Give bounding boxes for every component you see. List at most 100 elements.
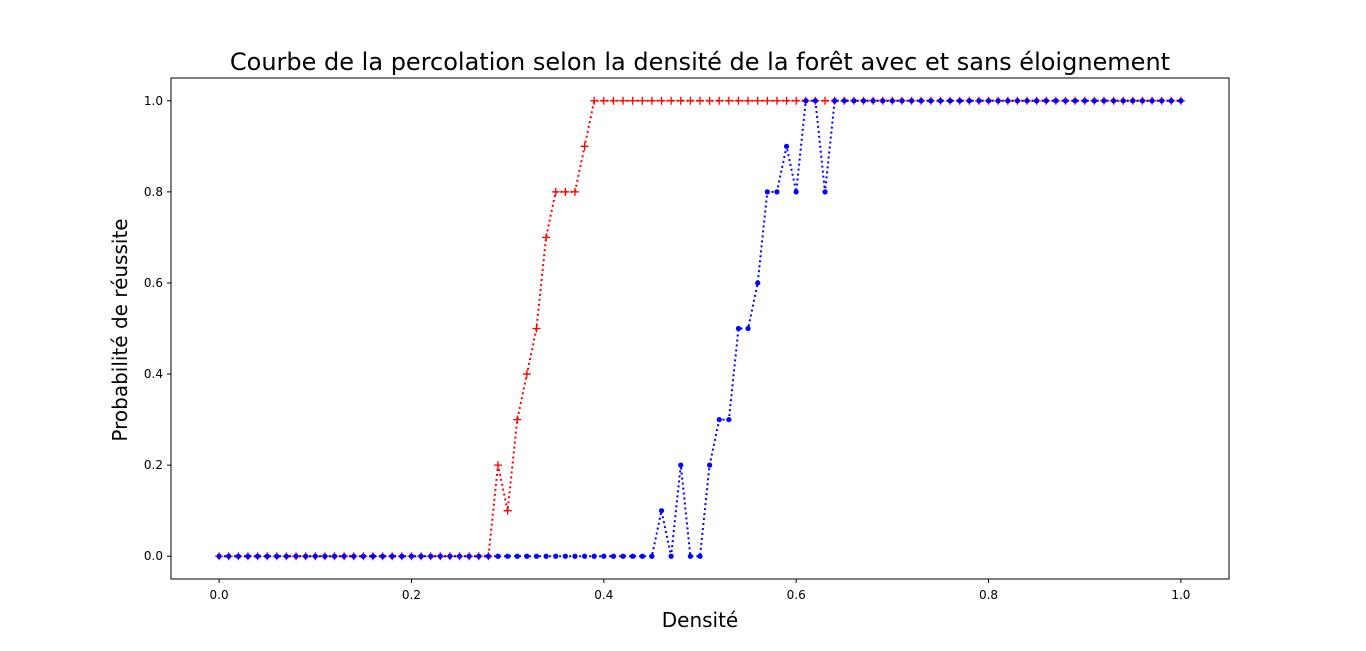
data-point: [293, 553, 299, 559]
data-point: [676, 96, 685, 105]
data-point: [495, 553, 501, 559]
data-point: [254, 553, 261, 559]
data-point: [976, 98, 982, 104]
data-point: [513, 415, 522, 424]
x-axis-title: Densité: [662, 608, 739, 632]
data-point: [639, 553, 645, 559]
data-point: [408, 553, 415, 559]
data-point: [1149, 98, 1155, 104]
data-point: [609, 96, 618, 105]
data-point: [880, 98, 886, 104]
data-point: [331, 553, 338, 559]
data-point: [647, 96, 656, 105]
data-point: [782, 96, 791, 105]
data-point: [667, 96, 676, 105]
data-point: [638, 96, 647, 105]
data-point: [322, 553, 328, 559]
data-point: [1168, 98, 1174, 104]
data-point: [447, 553, 453, 559]
data-point: [1034, 98, 1040, 104]
data-point: [476, 553, 482, 559]
data-point: [1101, 98, 1107, 104]
data-point: [1072, 98, 1078, 104]
data-point: [1053, 98, 1059, 104]
data-point: [533, 553, 540, 559]
x-tick-label: 0.4: [594, 588, 613, 602]
data-point: [1120, 98, 1126, 104]
data-point: [772, 96, 781, 105]
data-point: [687, 553, 693, 559]
data-point: [899, 98, 905, 104]
data-point: [561, 187, 570, 196]
data-point: [696, 96, 704, 105]
data-point: [216, 553, 222, 559]
data-point: [1014, 98, 1021, 104]
data-point: [570, 187, 579, 196]
data-point: [428, 553, 434, 559]
data-point: [245, 553, 251, 559]
data-point: [351, 553, 357, 559]
data-point: [705, 96, 714, 105]
data-point: [985, 98, 992, 104]
data-point: [303, 553, 309, 559]
data-point: [1139, 98, 1146, 104]
data-point: [918, 98, 924, 104]
data-point: [610, 553, 617, 559]
plot-content: [215, 96, 1185, 561]
series-2: [216, 98, 1184, 559]
series-line: [219, 99, 1181, 558]
data-point: [792, 96, 801, 105]
data-point: [889, 98, 895, 104]
data-point: [399, 553, 405, 559]
data-point: [532, 324, 541, 333]
data-point: [466, 553, 472, 559]
data-point: [274, 553, 280, 559]
data-point: [437, 553, 443, 559]
data-point: [620, 553, 626, 559]
data-point: [1043, 98, 1049, 104]
y-tick-label: 0.6: [144, 276, 163, 290]
y-tick-label: 0.2: [144, 458, 163, 472]
y-tick-label: 0.8: [144, 185, 163, 199]
data-point: [686, 96, 695, 105]
data-point: [947, 98, 953, 104]
data-point: [514, 553, 520, 559]
data-point: [591, 553, 597, 559]
data-point: [1062, 98, 1069, 104]
data-point: [678, 462, 684, 468]
data-point: [543, 553, 549, 559]
data-point: [503, 506, 512, 515]
data-point: [658, 508, 665, 514]
data-point: [1159, 98, 1165, 104]
x-tick-label: 1.0: [1171, 588, 1190, 602]
y-tick-label: 0.0: [144, 549, 163, 563]
data-point: [812, 98, 819, 104]
data-point: [590, 96, 599, 105]
y-axis-title: Probabilité de réussite: [108, 218, 132, 441]
data-point: [418, 553, 424, 559]
y-tick-label: 0.4: [144, 367, 163, 381]
data-point: [832, 98, 838, 104]
data-point: [380, 553, 386, 559]
x-tick-label: 0.8: [979, 588, 998, 602]
data-point: [389, 553, 395, 559]
data-point: [724, 96, 733, 105]
x-tick-label: 0.0: [210, 588, 229, 602]
data-point: [851, 98, 857, 104]
data-point: [668, 553, 674, 559]
data-point: [649, 553, 655, 559]
data-point: [957, 98, 963, 104]
data-point: [774, 189, 780, 195]
data-point: [370, 553, 376, 559]
data-point: [505, 553, 511, 559]
data-point: [628, 96, 637, 105]
data-point: [937, 98, 944, 104]
data-point: [763, 96, 772, 105]
data-point: [707, 462, 713, 468]
data-point: [341, 553, 347, 559]
data-point: [783, 143, 790, 149]
data-point: [822, 189, 828, 195]
data-point: [542, 233, 551, 242]
x-tick-label: 0.6: [787, 588, 806, 602]
